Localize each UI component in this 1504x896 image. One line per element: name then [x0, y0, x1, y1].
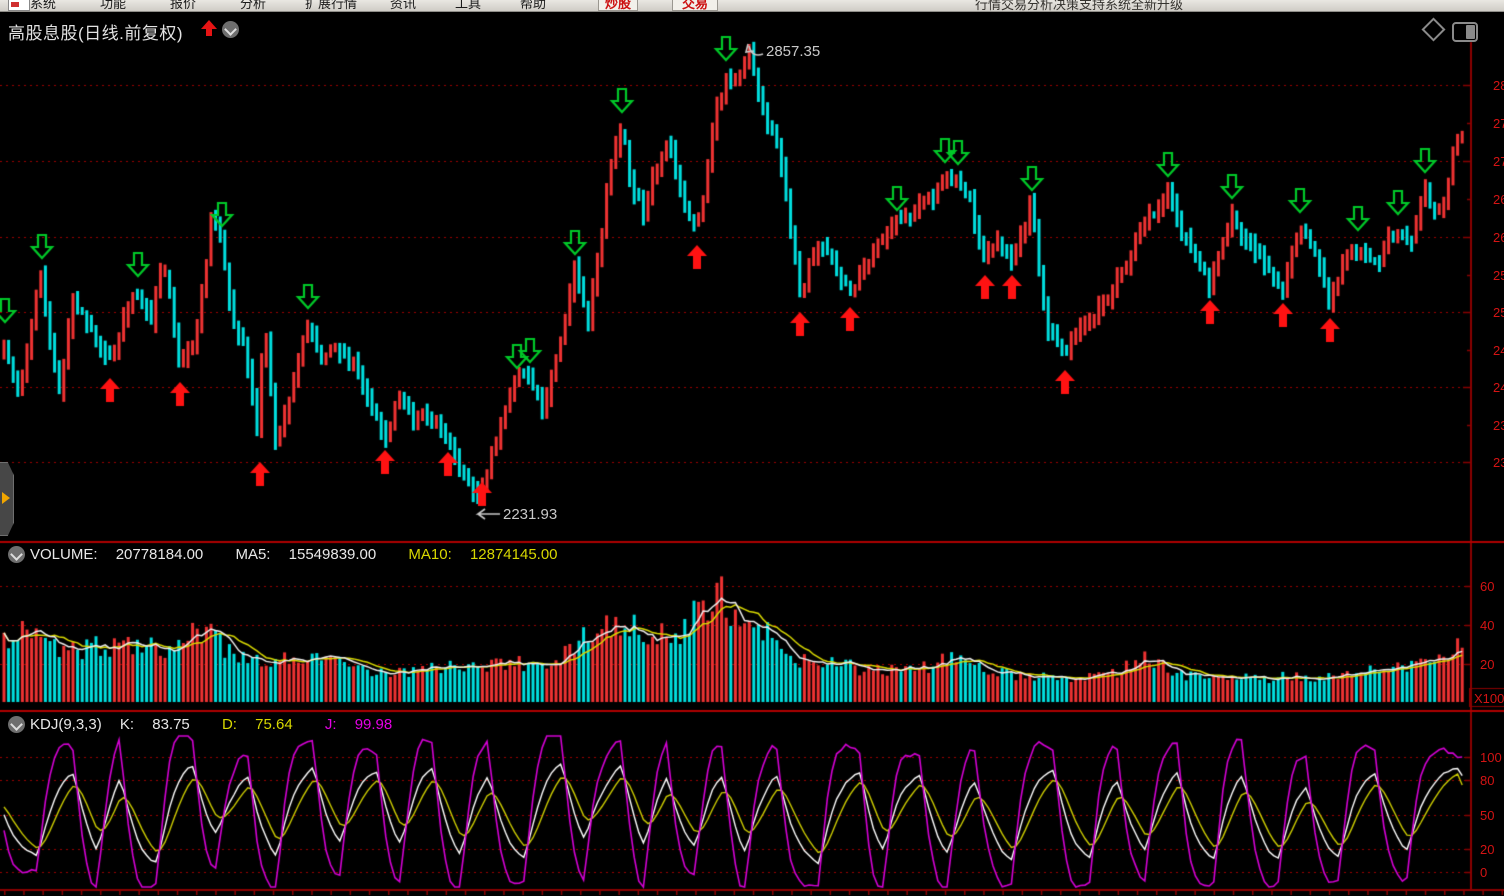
volume-collapse-chevron-icon[interactable] [8, 546, 25, 563]
volume-axis-label: 40 [1480, 618, 1495, 633]
j-label: J: [324, 716, 337, 733]
kdj-name: KDJ(9,3,3) [30, 716, 102, 733]
ma5-label: MA5: [235, 546, 271, 563]
low-price-annotation: 2231.93 [503, 506, 558, 523]
menubar: 系统 功能 报价 分析 扩展行情 资讯 工具 帮助 炒股 交易 行情交易分析决策支持系统全新升级 [0, 0, 1504, 12]
kdj-axis-label: 20 [1480, 842, 1495, 857]
j-value: 99.98 [354, 716, 393, 733]
kdj-axis-label: 100 [1480, 750, 1502, 765]
menu-item-3[interactable]: 分析 [240, 0, 267, 11]
ma10-value: 12874145.00 [469, 546, 558, 563]
price-axis-label: 2500 [1493, 305, 1504, 320]
volume-axis-label: 20 [1480, 657, 1495, 672]
menu-item-6[interactable]: 工具 [455, 0, 482, 11]
menu-item-4[interactable]: 扩展行情 [305, 0, 358, 11]
volume-header: VOLUME: 20778184.00 MA5: 15549839.00 MA1… [30, 546, 1500, 563]
kdj-axis-label: 50 [1480, 808, 1495, 823]
high-price-annotation: 2857.35 [766, 43, 821, 60]
menu-red-button-0[interactable]: 炒股 [598, 0, 638, 11]
app-logo-icon[interactable] [8, 0, 30, 11]
menu-red-button-1[interactable]: 交易 [672, 0, 718, 11]
kdj-axis-label: 0 [1480, 865, 1488, 880]
kdj-header: KDJ(9,3,3) K: 83.75 D: 75.64 J: 99.98 [30, 716, 1500, 733]
ma10-label: MA10: [408, 546, 452, 563]
flyout-triangle-icon [2, 492, 10, 504]
price-axis-label: 2400 [1493, 380, 1504, 395]
price-axis-label: 2750 [1493, 116, 1504, 131]
menu-item-0[interactable]: 系统 [30, 0, 57, 11]
price-axis-label: 2300 [1493, 455, 1504, 470]
ma5-value: 15549839.00 [288, 546, 377, 563]
kdj-collapse-chevron-icon[interactable] [8, 716, 25, 733]
menubar-notice-text: 行情交易分析决策支持系统全新升级 [975, 0, 1184, 12]
panel-layout-icon[interactable] [1452, 22, 1478, 42]
volume-value: 20778184.00 [115, 546, 204, 563]
price-axis-label: 2650 [1493, 192, 1504, 207]
menu-item-1[interactable]: 功能 [100, 0, 127, 11]
volume-axis-label: 60 [1480, 579, 1495, 594]
price-axis-label: 2600 [1493, 230, 1504, 245]
left-flyout-handle[interactable] [0, 462, 14, 536]
menu-item-2[interactable]: 报价 [170, 0, 197, 11]
price-axis-label: 2700 [1493, 154, 1504, 169]
menu-item-7[interactable]: 帮助 [520, 0, 547, 11]
volume-label: VOLUME: [30, 546, 98, 563]
d-label: D: [221, 716, 237, 733]
k-value: 83.75 [152, 716, 190, 733]
k-label: K: [119, 716, 135, 733]
chart-title: 高股息股(日线.前复权) [8, 24, 184, 43]
price-axis-label: 2450 [1493, 343, 1504, 358]
d-value: 75.64 [255, 716, 293, 733]
kdj-axis-label: 80 [1480, 773, 1495, 788]
circle-chevron-down-icon[interactable] [222, 21, 239, 38]
price-axis-label: 2550 [1493, 268, 1504, 283]
menu-item-5[interactable]: 资讯 [390, 0, 417, 11]
price-axis-label: 2800 [1493, 78, 1504, 93]
price-axis-label: 2350 [1493, 418, 1504, 433]
volume-unit-label: X10000 [1474, 691, 1504, 706]
